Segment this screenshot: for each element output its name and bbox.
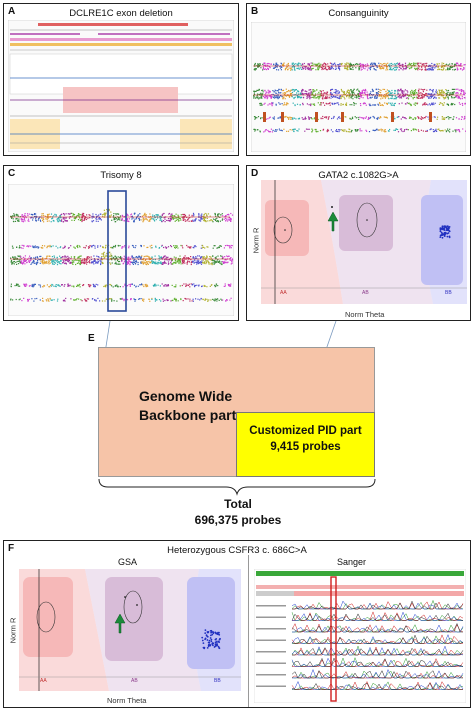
panel-a-title: DCLRE1C exon deletion [69,8,173,19]
trisomy-highlight-box [107,190,127,312]
green-arrow-icon [327,211,339,232]
panel-f-x-axis-label: Norm Theta [107,696,147,705]
backbone-line2: Backbone part [139,407,237,423]
panel-d-title: GATA2 c.1082G>A [318,170,399,181]
panel-d-label: D [251,168,259,179]
panel-e-label: E [88,333,95,344]
panel-f-title: Heterozygous CSFR3 c. 686C>A [167,545,307,556]
backbone-line1: Genome Wide [139,388,233,404]
panel-c-label: C [8,168,16,179]
panel-b-label: B [251,6,259,17]
panel-f-gsa-label: GSA [118,557,138,567]
custom-line1: Customized PID part [249,425,362,437]
panel-f-divider [248,555,249,707]
panel-c-title: Trisomy 8 [100,170,142,181]
panel-c: C Trisomy 8 [3,165,239,321]
customized-pid-block: Customized PID part 9,415 probes [236,412,375,477]
panel-a-label: A [8,6,16,17]
panel-a: A DCLRE1C exon deletion [3,3,239,156]
custom-line2: 9,415 probes [270,441,341,453]
panel-f-label: F [8,543,15,554]
total-brace [98,478,376,496]
total-line1: Total [224,497,252,511]
panel-f: F Heterozygous CSFR3 c. 686C>A GSA Sange… [3,540,471,708]
panel-f-cluster-bb: BB [214,678,221,684]
panel-f-sanger-chromatogram [254,569,466,703]
variant-highlight [330,576,337,702]
panel-f-sanger-label: Sanger [337,557,367,567]
green-arrow-icon [114,613,126,634]
total-line2: 696,375 probes [194,513,282,527]
panel-b-title: Consanguinity [328,8,389,19]
panel-d: D GATA2 c.1082G>A Norm R Norm Theta AA A… [246,165,471,321]
panel-c-karyogram [8,184,234,316]
panel-d-cluster-bb: BB [445,290,452,296]
panel-b-karyogram [251,22,466,152]
panel-b: B Consanguinity [246,3,471,156]
panel-f-cluster-ab: AB [131,678,138,684]
panel-d-cluster-plot [261,180,467,304]
panel-d-x-axis-label: Norm Theta [345,310,385,319]
panel-d-cluster-ab: AB [362,290,369,296]
panel-f-y-axis-label: Norm R [8,617,18,644]
panel-f-gsa-cluster-plot [19,569,241,691]
panel-f-cluster-aa: AA [40,678,47,684]
panel-d-cluster-aa: AA [280,290,287,296]
panel-a-genome-browser [8,20,234,152]
